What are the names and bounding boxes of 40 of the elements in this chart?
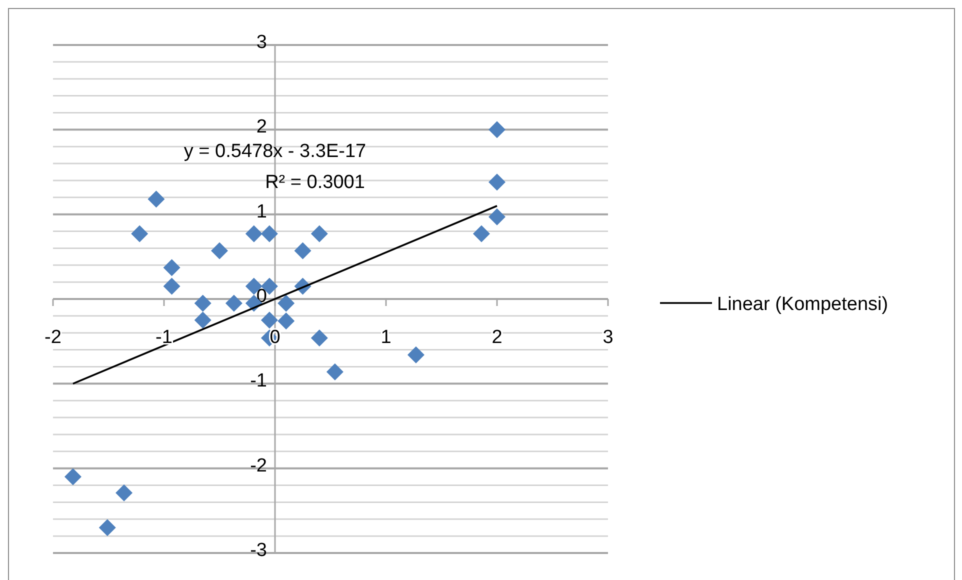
point bbox=[407, 346, 424, 364]
annotation: R² = 0.3001 bbox=[265, 172, 365, 193]
x-tick-label: 1 bbox=[380, 327, 392, 348]
y-tick-label: -3 bbox=[250, 540, 267, 561]
point bbox=[488, 208, 506, 226]
point bbox=[260, 225, 278, 242]
point bbox=[148, 190, 165, 208]
y-tick-label: 2 bbox=[256, 116, 267, 138]
point bbox=[211, 242, 228, 260]
x-tick-label: -2 bbox=[44, 327, 62, 348]
point bbox=[278, 312, 295, 330]
y-tick-label: 3 bbox=[256, 32, 267, 53]
point bbox=[194, 294, 212, 312]
legend-label: Linear (Kompetensi) bbox=[717, 294, 888, 315]
point bbox=[310, 329, 328, 346]
x-tick-label: -1 bbox=[156, 327, 172, 348]
annotation: y = 0.5478x - 3.3E-17 bbox=[184, 141, 366, 162]
x-tick-label: 3 bbox=[602, 327, 614, 348]
point bbox=[310, 225, 328, 242]
point bbox=[245, 225, 262, 242]
point bbox=[98, 519, 116, 536]
x-tick-label: 2 bbox=[492, 327, 502, 348]
point bbox=[278, 294, 295, 312]
point bbox=[163, 259, 180, 276]
point bbox=[116, 484, 133, 502]
point bbox=[472, 225, 490, 242]
point bbox=[131, 225, 148, 242]
point bbox=[64, 468, 82, 486]
y-tick-label: -1 bbox=[250, 370, 267, 392]
y-tick-label: 1 bbox=[256, 201, 267, 222]
point bbox=[294, 242, 312, 260]
point bbox=[488, 121, 506, 138]
y-tick-label: -2 bbox=[250, 455, 267, 476]
point bbox=[326, 363, 344, 380]
point bbox=[488, 174, 506, 191]
point bbox=[163, 278, 180, 295]
point bbox=[225, 294, 242, 312]
point bbox=[260, 312, 278, 329]
y-tick-label: 0 bbox=[256, 286, 267, 307]
point bbox=[194, 312, 212, 329]
